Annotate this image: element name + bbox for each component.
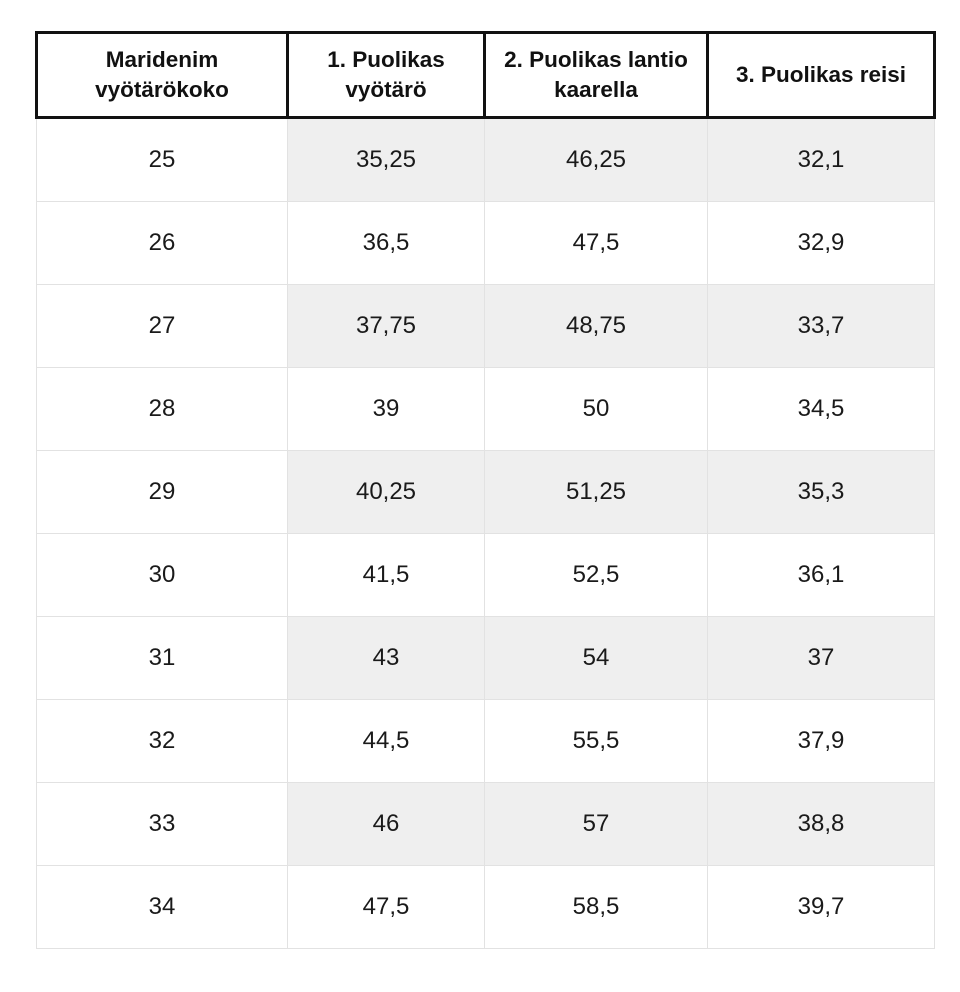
table-row: 30 41,5 52,5 36,1 — [36, 533, 935, 617]
hip-cell: 47,5 — [484, 201, 708, 285]
table-row: 34 47,5 58,5 39,7 — [36, 865, 935, 949]
waist-cell: 35,25 — [287, 117, 485, 202]
header-half-waist-column: 1. Puolikas vyötärö — [286, 31, 486, 119]
table-row: 31 43 54 37 — [36, 616, 935, 700]
size-cell: 26 — [36, 201, 288, 285]
thigh-cell: 37 — [707, 616, 935, 700]
thigh-cell: 34,5 — [707, 367, 935, 451]
thigh-cell: 38,8 — [707, 782, 935, 866]
table-row: 33 46 57 38,8 — [36, 782, 935, 866]
waist-cell: 44,5 — [287, 699, 485, 783]
hip-cell: 57 — [484, 782, 708, 866]
size-cell: 30 — [36, 533, 288, 617]
waist-cell: 46 — [287, 782, 485, 866]
waist-cell: 36,5 — [287, 201, 485, 285]
table-header-row: Maridenim vyötärökoko 1. Puolikas vyötär… — [35, 31, 936, 119]
size-cell: 32 — [36, 699, 288, 783]
waist-cell: 37,75 — [287, 284, 485, 368]
thigh-cell: 33,7 — [707, 284, 935, 368]
header-half-thigh-column: 3. Puolikas reisi — [706, 31, 936, 119]
size-cell: 34 — [36, 865, 288, 949]
waist-cell: 41,5 — [287, 533, 485, 617]
thigh-cell: 32,9 — [707, 201, 935, 285]
waist-cell: 40,25 — [287, 450, 485, 534]
size-cell: 27 — [36, 284, 288, 368]
size-chart-table: Maridenim vyötärökoko 1. Puolikas vyötär… — [35, 31, 936, 949]
size-cell: 31 — [36, 616, 288, 700]
size-cell: 33 — [36, 782, 288, 866]
waist-cell: 47,5 — [287, 865, 485, 949]
size-cell: 25 — [36, 117, 288, 202]
thigh-cell: 36,1 — [707, 533, 935, 617]
size-chart-container: Maridenim vyötärökoko 1. Puolikas vyötär… — [35, 31, 936, 949]
table-row: 29 40,25 51,25 35,3 — [36, 450, 935, 534]
hip-cell: 48,75 — [484, 284, 708, 368]
table-row: 26 36,5 47,5 32,9 — [36, 201, 935, 285]
hip-cell: 46,25 — [484, 117, 708, 202]
hip-cell: 50 — [484, 367, 708, 451]
hip-cell: 51,25 — [484, 450, 708, 534]
thigh-cell: 32,1 — [707, 117, 935, 202]
waist-cell: 39 — [287, 367, 485, 451]
table-row: 27 37,75 48,75 33,7 — [36, 284, 935, 368]
thigh-cell: 37,9 — [707, 699, 935, 783]
thigh-cell: 39,7 — [707, 865, 935, 949]
size-cell: 28 — [36, 367, 288, 451]
hip-cell: 52,5 — [484, 533, 708, 617]
hip-cell: 55,5 — [484, 699, 708, 783]
header-size-column: Maridenim vyötärökoko — [35, 31, 289, 119]
table-row: 25 35,25 46,25 32,1 — [36, 117, 935, 202]
size-cell: 29 — [36, 450, 288, 534]
hip-cell: 54 — [484, 616, 708, 700]
table-row: 28 39 50 34,5 — [36, 367, 935, 451]
header-half-hip-column: 2. Puolikas lantio kaarella — [483, 31, 709, 119]
thigh-cell: 35,3 — [707, 450, 935, 534]
table-row: 32 44,5 55,5 37,9 — [36, 699, 935, 783]
waist-cell: 43 — [287, 616, 485, 700]
hip-cell: 58,5 — [484, 865, 708, 949]
